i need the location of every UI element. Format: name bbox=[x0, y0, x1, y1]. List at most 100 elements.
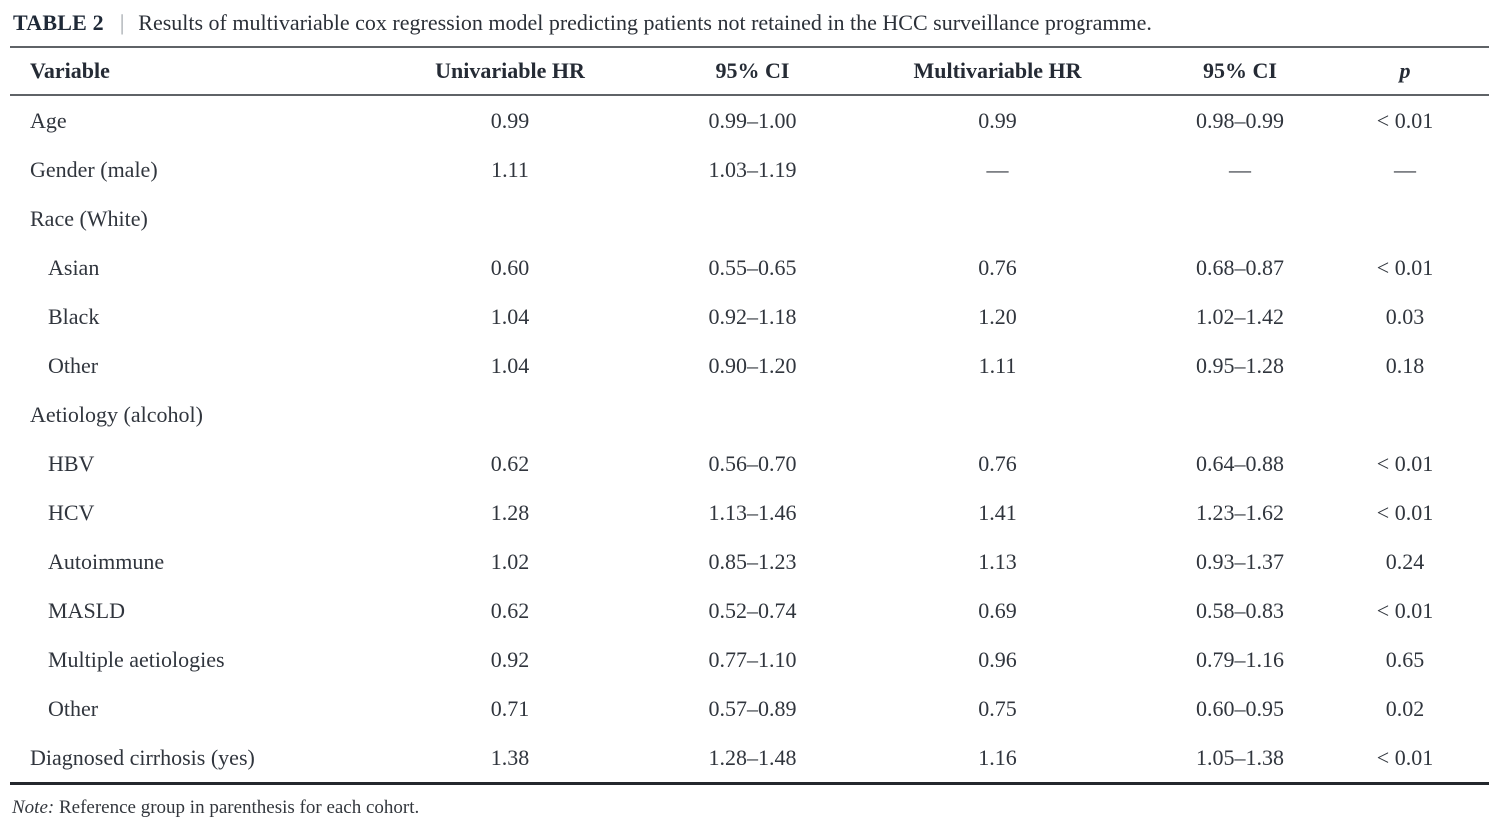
table-body: Age 0.99 0.99–1.00 0.99 0.98–0.99 < 0.01 Gende… bbox=[10, 95, 1489, 784]
cell-uni-hr: 1.02 bbox=[490, 548, 530, 574]
cell-uni-hr: 0.62 bbox=[490, 450, 530, 476]
table-row: Diagnosed cirrhosis (yes) 1.38 1.28–1.48 1.… bbox=[10, 733, 1489, 784]
cell-multi-ci bbox=[1130, 194, 1350, 243]
cell-multi-ci: 0.64–0.88 bbox=[1196, 450, 1284, 476]
table-row: Asian 0.60 0.55–0.65 0.76 0.68–0.87 < 0.01 bbox=[10, 243, 1489, 292]
cell-variable: Aetiology (alcohol) bbox=[30, 401, 203, 427]
cell-multi-ci: 1.05–1.38 bbox=[1196, 744, 1284, 770]
cell-multi-hr: 0.96 bbox=[978, 646, 1017, 672]
cell-variable: Other bbox=[48, 352, 99, 378]
cell-multi-hr: 1.41 bbox=[978, 499, 1017, 525]
cell-uni-hr: 1.38 bbox=[490, 744, 530, 770]
cell-variable: Gender (male) bbox=[30, 156, 158, 182]
cell-uni-ci: 0.92–1.18 bbox=[708, 303, 797, 329]
cell-uni-hr: 1.28 bbox=[490, 499, 530, 525]
cell-multi-ci: 0.79–1.16 bbox=[1196, 646, 1284, 672]
cell-multi-ci: 0.58–0.83 bbox=[1196, 597, 1284, 623]
cell-variable: Diagnosed cirrhosis (yes) bbox=[30, 744, 255, 770]
table-row: Other 1.04 0.90–1.20 1.11 0.95–1.28 0.18 bbox=[10, 341, 1489, 390]
cell-multi-hr: 0.76 bbox=[978, 254, 1017, 280]
cell-multi-ci: 1.23–1.62 bbox=[1196, 499, 1284, 525]
cox-regression-table: Variable Univariable HR 95% CI Multivari… bbox=[10, 46, 1489, 785]
group-row: Race (White) bbox=[10, 194, 1489, 243]
cell-multi-ci bbox=[1130, 390, 1350, 439]
cell-p: 0.24 bbox=[1385, 548, 1425, 574]
group-row: Aetiology (alcohol) bbox=[10, 390, 1489, 439]
table-row: HCV 1.28 1.13–1.46 1.41 1.23–1.62 < 0.01 bbox=[10, 488, 1489, 537]
cell-uni-ci: 0.85–1.23 bbox=[708, 548, 797, 574]
column-header-univariable-hr: Univariable HR bbox=[380, 47, 640, 96]
cell-multi-ci: — bbox=[1229, 156, 1251, 182]
cell-uni-ci: 1.28–1.48 bbox=[708, 744, 797, 770]
cell-variable: Age bbox=[30, 107, 67, 133]
cell-multi-hr: 1.16 bbox=[978, 744, 1017, 770]
table-caption: TABLE 2 | Results of multivariable cox reg… bbox=[0, 0, 1499, 46]
column-header-multivariable-ci: 95% CI bbox=[1130, 47, 1350, 96]
table-row: Age 0.99 0.99–1.00 0.99 0.98–0.99 < 0.01 bbox=[10, 95, 1489, 145]
cell-multi-hr: 0.76 bbox=[978, 450, 1017, 476]
cell-p: 0.18 bbox=[1385, 352, 1425, 378]
cell-multi-hr: 0.69 bbox=[978, 597, 1017, 623]
cell-p: 0.02 bbox=[1385, 695, 1425, 721]
cell-multi-ci: 0.60–0.95 bbox=[1196, 695, 1284, 721]
cell-multi-hr bbox=[865, 390, 1130, 439]
cell-multi-hr bbox=[865, 194, 1130, 243]
cell-multi-hr: 0.99 bbox=[978, 107, 1017, 133]
cell-multi-hr: 1.11 bbox=[978, 352, 1017, 378]
column-header-univariable-ci: 95% CI bbox=[640, 47, 865, 96]
table-footnote: Note: Reference group in parenthesis for… bbox=[0, 785, 1499, 819]
cell-uni-ci: 0.56–0.70 bbox=[708, 450, 797, 476]
cell-variable: Race (White) bbox=[30, 205, 148, 231]
cell-uni-ci: 0.90–1.20 bbox=[708, 352, 797, 378]
cell-variable: Black bbox=[48, 303, 100, 329]
caption-text: Results of multivariable cox regression … bbox=[138, 10, 1152, 35]
cell-variable: Autoimmune bbox=[48, 548, 165, 574]
cell-p: 0.03 bbox=[1385, 303, 1425, 329]
cell-multi-ci: 1.02–1.42 bbox=[1196, 303, 1284, 329]
cell-p: < 0.01 bbox=[1376, 450, 1434, 476]
cell-uni-hr bbox=[380, 390, 640, 439]
cell-uni-hr: 0.99 bbox=[490, 107, 530, 133]
cell-p: < 0.01 bbox=[1376, 107, 1434, 133]
cell-multi-ci: 0.95–1.28 bbox=[1196, 352, 1284, 378]
cell-multi-ci: 0.68–0.87 bbox=[1196, 254, 1284, 280]
footnote-label: Note: bbox=[12, 797, 55, 818]
cell-uni-hr: 0.92 bbox=[490, 646, 530, 672]
cell-uni-ci: 0.55–0.65 bbox=[708, 254, 797, 280]
cell-multi-hr: 1.20 bbox=[978, 303, 1017, 329]
cell-uni-ci: 0.52–0.74 bbox=[708, 597, 797, 623]
table-row: MASLD 0.62 0.52–0.74 0.69 0.58–0.83 < 0.01 bbox=[10, 586, 1489, 635]
cell-p: < 0.01 bbox=[1376, 499, 1434, 525]
header-row: Variable Univariable HR 95% CI Multivari… bbox=[10, 47, 1489, 96]
cell-variable: Other bbox=[48, 695, 99, 721]
cell-uni-ci: 0.57–0.89 bbox=[708, 695, 797, 721]
cell-p: < 0.01 bbox=[1376, 597, 1434, 623]
cell-variable: MASLD bbox=[48, 597, 126, 623]
cell-uni-ci bbox=[640, 194, 865, 243]
footnote-text: Reference group in parenthesis for each … bbox=[58, 797, 420, 818]
cell-uni-hr: 0.62 bbox=[490, 597, 530, 623]
cell-uni-ci: 0.77–1.10 bbox=[708, 646, 797, 672]
table-row: Autoimmune 1.02 0.85–1.23 1.13 0.93–1.37 0.24 bbox=[10, 537, 1489, 586]
cell-uni-hr: 1.04 bbox=[490, 303, 530, 329]
cell-p: < 0.01 bbox=[1376, 254, 1434, 280]
cell-multi-hr: 1.13 bbox=[978, 548, 1017, 574]
cell-uni-ci bbox=[640, 390, 865, 439]
cell-uni-hr: 0.71 bbox=[490, 695, 530, 721]
table-row: Other 0.71 0.57–0.89 0.75 0.60–0.95 0.02 bbox=[10, 684, 1489, 733]
cell-multi-ci: 0.98–0.99 bbox=[1196, 107, 1284, 133]
table-row: Multiple aetiologies 0.92 0.77–1.10 0.96 0.7… bbox=[10, 635, 1489, 684]
cell-p: — bbox=[1394, 156, 1416, 182]
table-row: Gender (male) 1.11 1.03–1.19 — — — bbox=[10, 145, 1489, 194]
cell-p: < 0.01 bbox=[1376, 744, 1434, 770]
table-header: Variable Univariable HR 95% CI Multivari… bbox=[10, 47, 1489, 96]
cell-uni-hr: 0.60 bbox=[490, 254, 530, 280]
cell-p bbox=[1350, 390, 1489, 439]
cell-multi-ci: 0.93–1.37 bbox=[1196, 548, 1284, 574]
cell-multi-hr: — bbox=[986, 156, 1009, 182]
table-row: HBV 0.62 0.56–0.70 0.76 0.64–0.88 < 0.01 bbox=[10, 439, 1489, 488]
caption-divider: | bbox=[119, 10, 125, 35]
cell-uni-ci: 0.99–1.00 bbox=[708, 107, 797, 133]
cell-p: 0.65 bbox=[1385, 646, 1425, 672]
